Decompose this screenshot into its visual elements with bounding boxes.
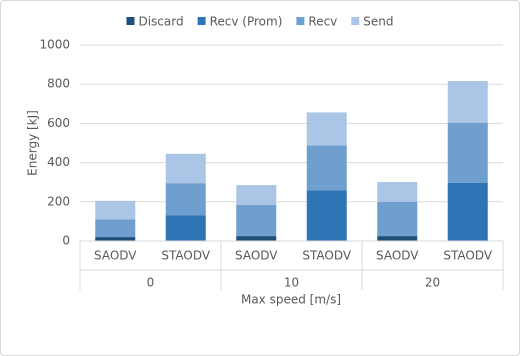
bar-segment — [377, 182, 418, 202]
group-label: 20 — [425, 276, 440, 290]
y-tick-label: 0 — [62, 234, 70, 248]
y-axis-title: Energy [kJ] — [26, 110, 40, 176]
y-tick-label: 1000 — [39, 38, 70, 52]
bar-segment — [95, 219, 136, 238]
group-label: 10 — [284, 276, 299, 290]
bar-segment — [306, 145, 347, 191]
legend-swatch — [197, 17, 206, 25]
bar-segment — [165, 215, 206, 241]
x-tick-label: STAODV — [443, 249, 492, 263]
bar-segment — [377, 236, 418, 241]
group-label: 0 — [147, 276, 155, 290]
bar-segment — [236, 204, 277, 237]
legend-swatch — [296, 17, 305, 25]
legend-label: Discard — [138, 15, 183, 29]
bar-segment — [165, 183, 206, 216]
y-tick-label: 200 — [47, 194, 70, 208]
y-tick-label: 400 — [47, 155, 70, 169]
x-tick-label: SAODV — [235, 249, 278, 263]
bar-segment — [447, 123, 488, 183]
y-tick-label: 800 — [47, 77, 70, 91]
x-tick-label: STAODV — [302, 249, 351, 263]
bar-segment — [95, 200, 136, 220]
x-axis-title: Max speed [m/s] — [241, 293, 341, 307]
bar-segment — [447, 81, 488, 124]
legend-label: Recv — [308, 15, 337, 29]
x-tick-label: SAODV — [94, 249, 137, 263]
x-tick-label: SAODV — [376, 249, 419, 263]
legend-swatch — [126, 17, 135, 25]
y-tick-label: 600 — [47, 116, 70, 130]
bar-segment — [95, 237, 136, 241]
bar-segment — [377, 201, 418, 237]
bar-segment — [306, 112, 347, 146]
bar-segment — [236, 185, 277, 205]
bar-segment — [236, 236, 277, 241]
x-tick-label: STAODV — [161, 249, 210, 263]
bar-segment — [306, 190, 347, 241]
bar-segment — [165, 153, 206, 184]
legend-label: Send — [363, 15, 393, 29]
legend-label: Recv (Prom) — [210, 15, 283, 29]
legend-swatch — [351, 17, 360, 25]
bar-segment — [447, 182, 488, 241]
